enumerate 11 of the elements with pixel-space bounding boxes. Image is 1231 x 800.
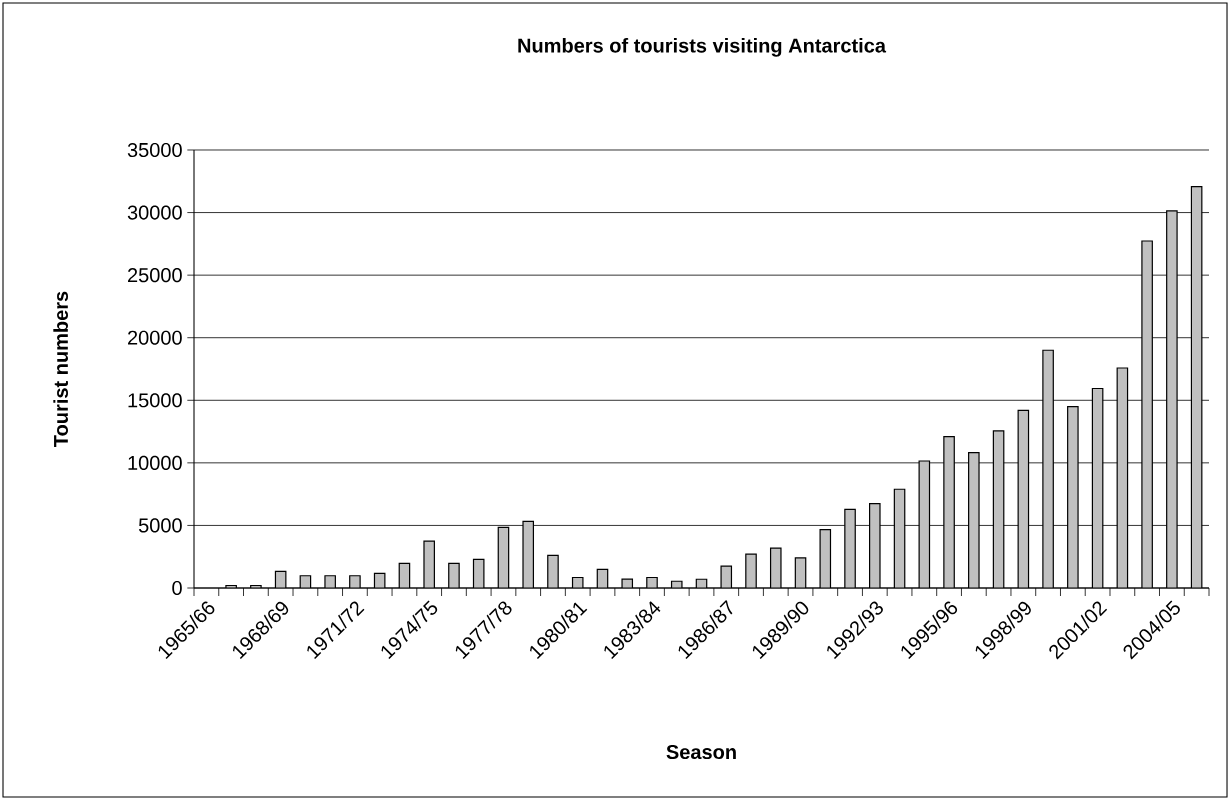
y-tick-label: 0: [172, 580, 182, 596]
chart-title: Numbers of tourists visiting Antarctica: [518, 37, 887, 57]
y-tick-label: 5000: [138, 518, 182, 533]
y-tick-label: 15000: [128, 393, 182, 408]
y-tick-label: 25000: [128, 268, 182, 283]
y-tick-label: 10000: [128, 455, 182, 470]
y-axis-title: Tourist numbers: [53, 291, 68, 447]
y-tick-label: 30000: [127, 205, 182, 220]
y-tick-label: 20000: [128, 330, 182, 345]
x-axis-title: Season: [666, 744, 736, 760]
y-tick-label: 35000: [127, 142, 182, 158]
